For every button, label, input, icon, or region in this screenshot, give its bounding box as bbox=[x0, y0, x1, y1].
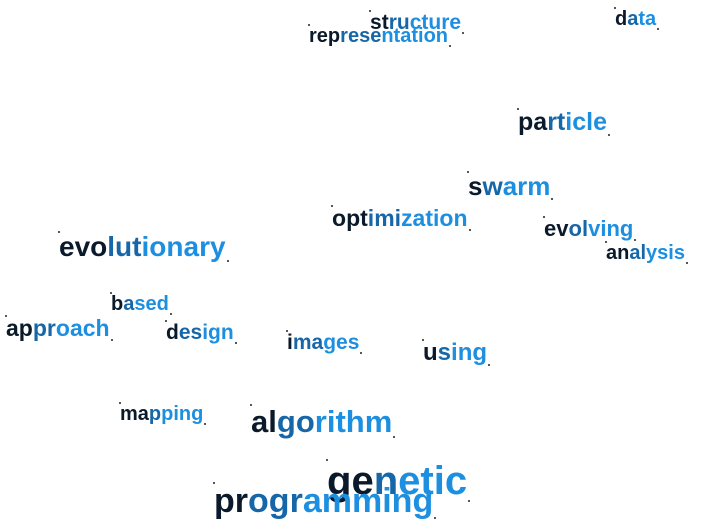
word-anchor-dot bbox=[434, 517, 437, 519]
word-anchor-dot bbox=[488, 364, 491, 366]
word-anchor-dot bbox=[369, 10, 371, 12]
word-representation: representation bbox=[309, 25, 448, 47]
word-programming: programming bbox=[214, 482, 434, 520]
word-anchor-dot bbox=[58, 231, 60, 233]
word-anchor-dot bbox=[110, 339, 113, 341]
word-anchor-dot bbox=[5, 315, 7, 317]
word-anchor-dot bbox=[234, 342, 237, 344]
word-anchor-dot bbox=[326, 459, 328, 461]
word-analysis: analysis bbox=[606, 242, 685, 264]
word-optimization: optimization bbox=[332, 205, 468, 231]
word-anchor-dot bbox=[462, 32, 465, 34]
word-anchor-dot bbox=[331, 205, 333, 207]
word-anchor-dot bbox=[169, 313, 172, 315]
word-anchor-dot bbox=[551, 198, 554, 200]
word-anchor-dot bbox=[360, 352, 363, 354]
word-anchor-dot bbox=[634, 239, 637, 241]
word-anchor-dot bbox=[165, 320, 167, 322]
word-anchor-dot bbox=[517, 108, 519, 110]
word-anchor-dot bbox=[614, 7, 616, 9]
word-anchor-dot bbox=[449, 45, 451, 47]
word-anchor-dot bbox=[467, 171, 469, 173]
word-images: images bbox=[287, 331, 360, 354]
word-swarm: swarm bbox=[468, 171, 551, 201]
word-anchor-dot bbox=[685, 262, 688, 264]
word-based: based bbox=[111, 293, 169, 315]
word-anchor-dot bbox=[422, 339, 424, 341]
word-anchor-dot bbox=[393, 436, 396, 438]
word-anchor-dot bbox=[119, 402, 121, 404]
word-anchor-dot bbox=[213, 482, 215, 484]
word-anchor-dot bbox=[605, 241, 607, 243]
word-algorithm: algorithm bbox=[251, 404, 393, 439]
word-approach: approach bbox=[6, 315, 110, 341]
word-anchor-dot bbox=[468, 229, 471, 231]
word-data: data bbox=[615, 8, 657, 30]
word-design: design bbox=[166, 321, 234, 344]
word-structure: structure bbox=[370, 11, 462, 34]
word-evolutionary: evolutionary bbox=[59, 231, 226, 262]
word-anchor-dot bbox=[607, 134, 610, 136]
word-anchor-dot bbox=[286, 330, 288, 332]
word-anchor-dot bbox=[657, 28, 660, 30]
word-anchor-dot bbox=[110, 292, 112, 294]
word-anchor-dot bbox=[308, 24, 310, 26]
word-particle: particle bbox=[518, 108, 607, 136]
word-mapping: mapping bbox=[120, 403, 204, 425]
word-anchor-dot bbox=[226, 260, 229, 262]
word-anchor-dot bbox=[468, 500, 471, 502]
word-anchor-dot bbox=[250, 404, 252, 406]
word-anchor-dot bbox=[543, 216, 545, 218]
word-using: using bbox=[423, 339, 488, 366]
word-evolving: evolving bbox=[544, 216, 634, 241]
word-genetic: genetic bbox=[327, 459, 468, 503]
word-anchor-dot bbox=[204, 423, 207, 425]
